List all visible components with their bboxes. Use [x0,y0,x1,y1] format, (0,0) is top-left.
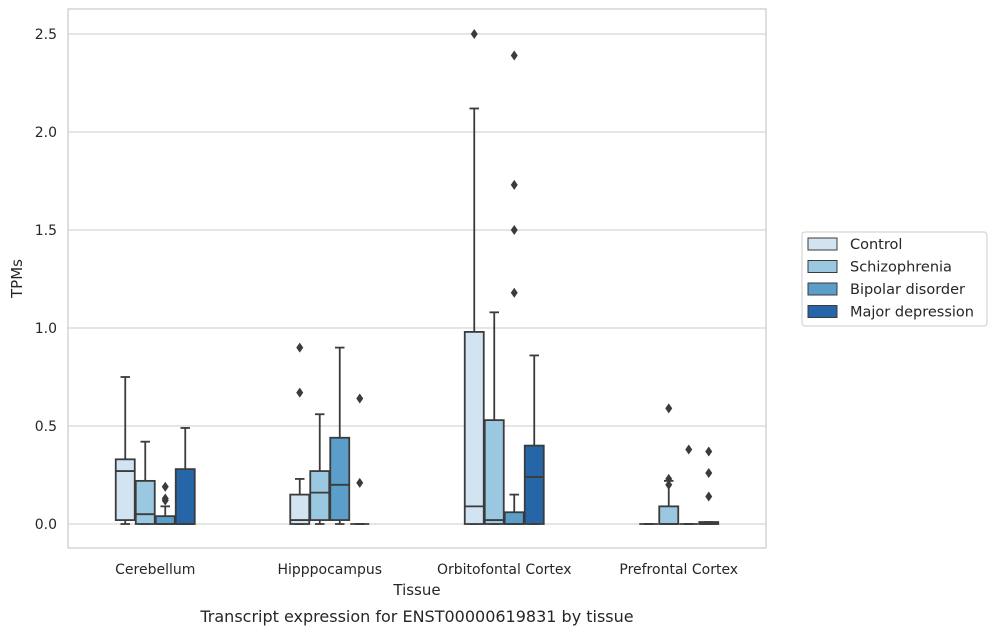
outlier-point [356,393,364,404]
box [463,29,485,525]
box [309,413,331,525]
series-schizophrenia [134,311,680,525]
chart-caption: Transcript expression for ENST0000061983… [199,607,633,626]
box-body [309,470,331,521]
box-body [463,331,485,525]
outlier-point [705,446,713,457]
outlier-point [161,481,169,492]
box [329,346,351,525]
x-tick-label: Prefrontal Cortex [619,562,738,578]
outlier-point [510,50,518,61]
outlier-point [161,493,169,504]
y-tick-label: 0.5 [35,419,57,435]
legend-frame [801,231,988,327]
box-body [483,419,505,525]
series-control [114,29,659,525]
box-body [174,468,196,525]
outlier-point [685,444,693,455]
x-tick-label: Cerebellum [115,562,195,578]
legend: Control Schizophrenia Bipolar disorder Majo… [801,231,988,327]
y-axis-ticks: 0.0 0.5 1.0 1.5 2.0 2.5 [35,27,57,533]
box [698,446,720,525]
legend-entry: Schizophrenia [850,260,952,276]
box [154,481,176,525]
outlier-point [296,387,304,398]
y-tick-label: 2.0 [35,125,57,141]
y-tick-label: 1.5 [35,223,57,239]
box-body [503,511,525,525]
box-body [134,479,156,525]
box-body [289,493,311,525]
outlier-point [296,342,304,353]
x-axis-label: Tissue [392,581,440,599]
plot-frame [67,8,767,549]
box [350,393,370,525]
outlier-point [356,477,364,488]
outlier-point [470,29,478,39]
box [289,342,311,525]
x-axis-ticks: Cerebellum Hipppocampus Orbitofontal Corte… [115,562,738,578]
box-groups [114,29,720,525]
legend-swatch [807,282,838,296]
outlier-point [510,225,518,235]
outlier-point [510,287,518,298]
box [503,50,525,525]
y-tick-label: 2.5 [35,27,57,43]
x-tick-label: Hipppocampus [277,562,382,578]
box-body [154,515,176,525]
series-bipolar-disorder [154,50,699,525]
box [134,440,156,525]
outlier-point [665,403,673,414]
legend-entry: Control [850,237,902,253]
box [523,354,545,525]
box [658,403,680,525]
legend-swatch [807,260,838,273]
gridlines [68,33,766,525]
outlier-point [665,479,673,490]
outlier-point [705,491,713,502]
legend-swatch [807,305,838,318]
legend-swatch [807,237,838,251]
series-major-depression [174,354,720,525]
y-tick-label: 1.0 [35,321,57,337]
outlier-point [510,179,518,190]
y-tick-label: 0.0 [35,517,57,533]
box [679,444,699,525]
box [114,376,136,525]
legend-entry: Bipolar disorder [850,282,965,298]
box-body [114,458,136,521]
box-body [523,444,545,525]
box [174,427,196,525]
legend-entry: Major depression [850,305,974,321]
box-body [658,505,680,525]
x-tick-label: Orbitofontal Cortex [437,562,572,578]
outlier-point [665,473,673,484]
box [483,311,505,525]
box-body [329,436,351,521]
y-axis-label: TPMs [8,259,26,299]
outlier-point [705,468,713,479]
